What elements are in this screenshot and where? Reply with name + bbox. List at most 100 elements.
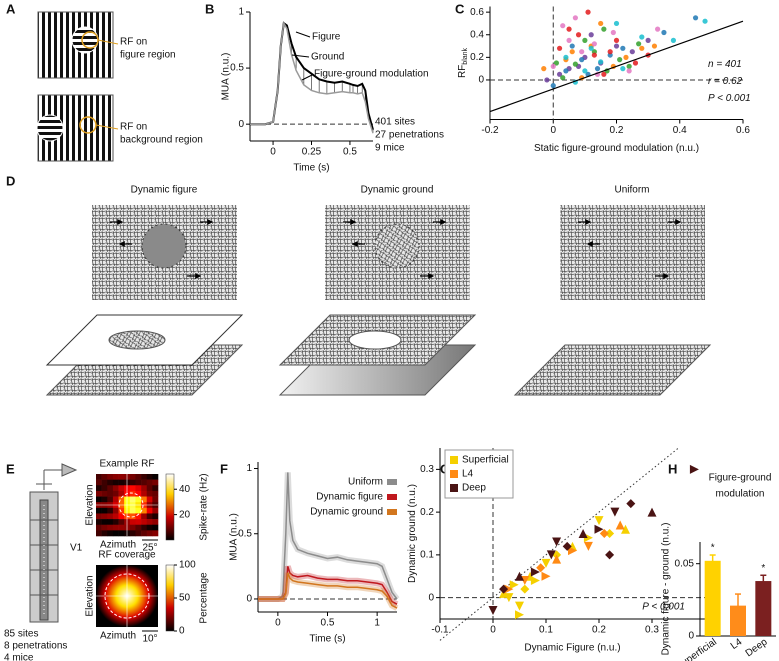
point [636, 41, 642, 47]
point [588, 32, 594, 38]
heatmap-cell [152, 524, 159, 531]
heatmap-cell [96, 507, 102, 514]
point [613, 43, 620, 49]
heatmap-cell [141, 496, 148, 503]
legend-swatch [450, 456, 458, 464]
heatmap-cell [141, 524, 148, 531]
x-tick-label: 0.2 [610, 125, 624, 136]
point [639, 45, 645, 51]
leader [295, 31, 311, 38]
annotation: 401 sites [375, 117, 415, 128]
point [591, 52, 597, 58]
heatmap-xlabel: Azimuth [100, 631, 136, 642]
x-axis-label: Static figure-ground modulation (n.u.) [534, 143, 699, 154]
colorbar-tick-label: 40 [179, 484, 191, 495]
heatmap-cell [135, 507, 142, 514]
leader [291, 54, 310, 58]
heatmap-cell [118, 519, 125, 526]
heatmap-cell [141, 479, 148, 486]
heatmap-cell [107, 530, 114, 537]
point [568, 546, 577, 556]
scale-label: 25° [142, 543, 157, 554]
point [639, 34, 645, 40]
point [598, 20, 604, 27]
x-tick-label: 0.4 [673, 125, 687, 136]
colorbar [165, 473, 175, 541]
point [566, 26, 572, 32]
annotation: Figure-ground modulation [314, 69, 429, 80]
x-tick-label: 0 [550, 125, 556, 136]
panel-letter: A [6, 1, 16, 16]
point [591, 41, 597, 47]
y-tick-label: 0.4 [470, 29, 484, 40]
heatmap-cell [101, 524, 108, 531]
rf-leader [95, 124, 119, 130]
point [629, 49, 635, 55]
colorbar-tick-label: 0 [179, 626, 185, 637]
heatmap-cell [146, 524, 153, 531]
heatmap-cell [118, 530, 125, 537]
heatmap-cell [152, 496, 159, 503]
heatmap-cell [112, 519, 119, 526]
point [661, 29, 667, 36]
y-axis-label: MUA (n.u.) [229, 513, 240, 561]
y-tick-label: 0.2 [470, 52, 484, 63]
panel-letter: E [6, 461, 15, 476]
heatmap-cell [135, 513, 142, 520]
figure-patch [36, 114, 64, 142]
point [599, 529, 609, 538]
heatmap-cell [146, 507, 153, 514]
point [579, 57, 585, 63]
legend-swatch [387, 509, 397, 515]
figure-region [374, 223, 420, 269]
x-tick-label: 0 [275, 618, 281, 629]
x-tick-label: 0.5 [343, 147, 357, 158]
point [552, 554, 562, 564]
heatmap-cell [107, 490, 114, 497]
heatmap-cell [112, 485, 119, 492]
y-tick-label: 1 [238, 7, 244, 18]
bar [704, 560, 721, 636]
point [579, 49, 585, 55]
colorbar-tick-label: 50 [179, 593, 191, 604]
point [588, 45, 594, 51]
point [582, 68, 588, 74]
heatmap-cell [96, 519, 102, 526]
heatmap-cell [96, 513, 102, 520]
x-tick-label: -0.1 [431, 625, 449, 636]
legend-label: Deep [462, 483, 486, 494]
point [552, 537, 562, 547]
point [504, 584, 514, 594]
heatmap-cell [135, 485, 142, 492]
point [620, 45, 626, 51]
heatmap-cell [135, 474, 142, 480]
heatmap-cell [152, 530, 159, 537]
point [647, 507, 657, 517]
point [651, 43, 658, 49]
series-line [258, 472, 398, 600]
point [488, 605, 498, 615]
fit-line [489, 20, 744, 113]
point [620, 66, 626, 72]
x-tick-label: Superficial [674, 637, 719, 661]
heatmap-cell [101, 474, 108, 480]
x-tick-label: 0 [270, 147, 276, 158]
heatmap-cell [107, 513, 114, 520]
x-tick-label: 1 [374, 618, 380, 629]
legend-label: Dynamic figure [316, 492, 383, 503]
heatmap-cell [152, 479, 159, 486]
rf-label: RF on [120, 122, 147, 133]
x-tick-label: 0.6 [736, 125, 750, 136]
condition-title: Uniform [614, 185, 649, 196]
point [541, 558, 551, 568]
panel-letter: C [455, 1, 465, 16]
colorbar-tick-label: 100 [179, 560, 196, 571]
y-axis-label: Dynamic ground (n.u.) [407, 484, 418, 583]
point [692, 15, 699, 21]
heatmap-cell [101, 519, 108, 526]
condition-title: Dynamic figure [131, 185, 198, 196]
point [702, 18, 708, 24]
heatmap-cell [101, 479, 108, 486]
